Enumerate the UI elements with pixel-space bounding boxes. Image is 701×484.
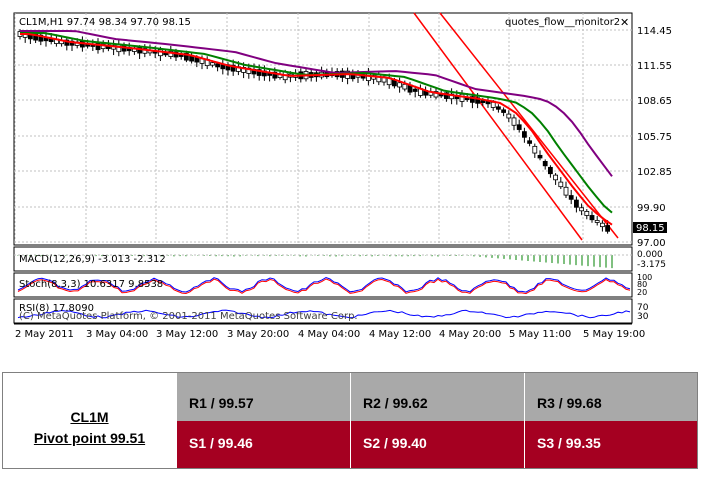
stoch-scale: 80 xyxy=(637,280,647,289)
s3-value: S3 / 99.35 xyxy=(537,435,601,451)
rsi-scale: 30 xyxy=(637,312,649,322)
candle xyxy=(542,161,548,167)
price-label: 111.55 xyxy=(637,61,672,72)
candle xyxy=(522,131,527,138)
time-label: 3 May 20:00 xyxy=(227,329,289,340)
candle xyxy=(230,64,236,72)
time-axis-labels: 2 May 2011 3 May 04:00 3 May 12:00 3 May… xyxy=(15,329,645,340)
pivot-table: CL1M Pivot point 99.51 R1 / 99.57 R2 / 9… xyxy=(2,372,698,469)
candle xyxy=(215,63,221,68)
trend-channel xyxy=(413,12,619,241)
support-cell-2: S2 / 99.40 xyxy=(351,421,525,468)
candle xyxy=(511,117,517,126)
price-label: 99.90 xyxy=(637,203,666,214)
candle xyxy=(527,140,532,144)
rsi-scale: 70 xyxy=(637,303,649,313)
candle xyxy=(574,199,579,208)
r2-value: R2 / 99.62 xyxy=(363,395,428,411)
current-price-tag xyxy=(633,222,667,233)
time-label: 3 May 04:00 xyxy=(86,329,148,340)
macd-label: MACD(12,26,9) -3.013 -2.312 xyxy=(19,254,166,265)
current-price: 98.15 xyxy=(636,223,665,234)
stoch-panel xyxy=(13,272,633,298)
grid xyxy=(14,13,632,245)
stoch-signal-line xyxy=(17,278,631,295)
close-icon[interactable]: ✕ xyxy=(620,16,629,29)
candle xyxy=(501,109,507,113)
time-label: 3 May 12:00 xyxy=(156,329,218,340)
r1-value: R1 / 99.57 xyxy=(189,395,254,411)
stoch-scale: 20 xyxy=(637,288,647,297)
price-label: 108.65 xyxy=(637,96,672,107)
candle xyxy=(532,145,538,154)
time-label: 5 May 19:00 xyxy=(583,329,645,340)
candle xyxy=(558,181,564,188)
time-label: 2 May 2011 xyxy=(15,329,74,340)
macd-scale-bottom: -3.175 xyxy=(637,260,666,270)
macd-scale-top: 0.000 xyxy=(637,250,663,260)
channel-line-upper xyxy=(439,12,619,239)
price-label: 97.00 xyxy=(637,238,666,249)
macd-panel xyxy=(13,246,633,272)
candle xyxy=(506,113,512,119)
price-axis-labels: 114.45 111.55 108.65 105.75 102.85 99.90… xyxy=(637,26,672,249)
support-cell-3: S3 / 99.35 xyxy=(525,421,697,468)
candle xyxy=(397,82,403,88)
chart-header: CL1M,H1 97.74 98.34 97.70 98.15 xyxy=(19,17,191,28)
candle xyxy=(256,69,262,76)
price-label: 105.75 xyxy=(637,132,672,143)
candle xyxy=(272,71,278,79)
s1-value: S1 / 99.46 xyxy=(189,435,253,451)
candle xyxy=(553,174,558,181)
symbol-label: CL1M xyxy=(70,409,109,425)
support-cell-1: S1 / 99.46 xyxy=(177,421,351,468)
candle xyxy=(584,211,590,216)
candle xyxy=(516,124,522,130)
candle xyxy=(402,83,408,90)
indicator-name: quotes_flow__monitor2 xyxy=(505,17,620,28)
rsi-line xyxy=(17,309,631,319)
candle xyxy=(443,92,449,99)
candle xyxy=(605,225,610,232)
candle xyxy=(183,52,189,61)
ma-fast-line xyxy=(20,33,613,226)
candle xyxy=(579,207,584,212)
stoch-scale: 100 xyxy=(637,273,652,282)
price-chart[interactable]: CL1M,H1 97.74 98.34 97.70 98.15 quotes_f… xyxy=(0,0,701,372)
pivot-symbol-block: CL1M Pivot point 99.51 xyxy=(3,373,176,468)
candle xyxy=(209,62,215,66)
candle xyxy=(600,222,605,228)
candle xyxy=(469,96,475,103)
time-label: 4 May 04:00 xyxy=(298,329,360,340)
s2-value: S2 / 99.40 xyxy=(363,435,427,451)
pivot-point-label: Pivot point 99.51 xyxy=(33,430,146,446)
stoch-label: Stoch(8,3,3) 10.6317 9.8538 xyxy=(19,279,163,290)
time-label: 5 May 11:00 xyxy=(509,329,571,340)
time-label: 4 May 20:00 xyxy=(439,329,501,340)
candle xyxy=(589,215,595,221)
rsi-panel xyxy=(13,298,633,324)
candle xyxy=(537,154,543,159)
resistance-cell-3: R3 / 99.68 xyxy=(525,373,697,421)
ma-slow-line xyxy=(20,30,613,177)
candle xyxy=(412,88,418,92)
candle xyxy=(495,106,501,110)
copyright-text: (C) MetaQuotes Platform, © 2001-2011 Met… xyxy=(19,311,358,322)
resistance-cell-1: R1 / 99.57 xyxy=(177,373,351,421)
price-label: 102.85 xyxy=(637,167,672,178)
time-label: 4 May 12:00 xyxy=(369,329,431,340)
channel-line-lower xyxy=(413,12,583,241)
candle xyxy=(594,220,600,223)
price-label: 114.45 xyxy=(637,26,672,37)
candle xyxy=(568,195,574,200)
candle xyxy=(548,166,553,175)
stoch-main-line xyxy=(17,276,631,293)
resistance-cell-2: R2 / 99.62 xyxy=(351,373,525,421)
candle xyxy=(490,101,496,108)
r3-value: R3 / 99.68 xyxy=(537,395,602,411)
rsi-label: RSI(8) 17.8090 xyxy=(19,303,94,314)
candle xyxy=(433,91,439,98)
candle xyxy=(563,186,569,196)
